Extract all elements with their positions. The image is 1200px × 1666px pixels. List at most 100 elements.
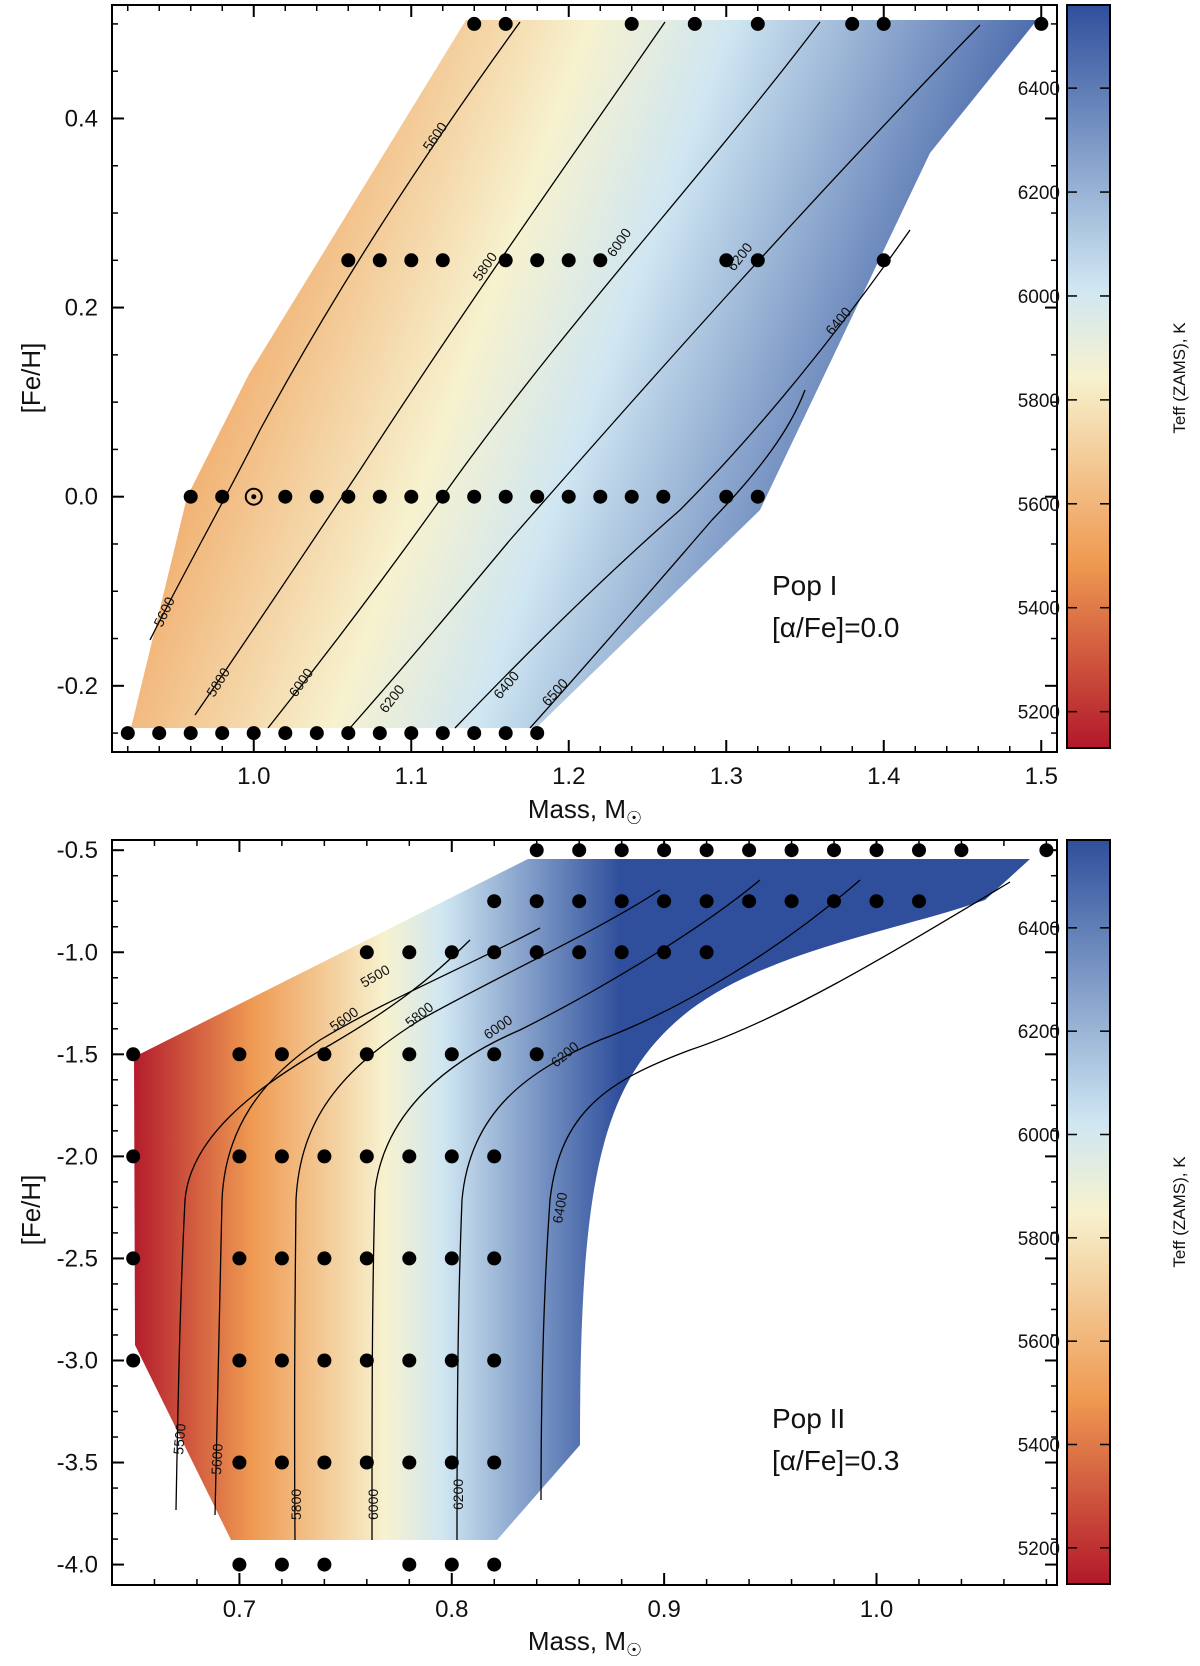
- y-tick-label: -4.0: [57, 1552, 98, 1579]
- alpha-label: [α/Fe]=0.0: [772, 612, 899, 643]
- top-y-ticks: 0.4 0.2 0.0 -0.2: [57, 23, 1057, 734]
- top-y-axis-title: [Fe/H]: [16, 343, 46, 414]
- data-point: [912, 894, 926, 909]
- data-point: [278, 489, 293, 504]
- data-point: [444, 1149, 459, 1164]
- data-point: [274, 1251, 289, 1266]
- data-point: [624, 16, 639, 31]
- x-tick-label: 1.0: [860, 1596, 893, 1623]
- y-tick-label: 0.4: [65, 105, 98, 132]
- top-colorbar: [1066, 4, 1111, 749]
- data-point: [215, 726, 230, 741]
- data-point: [487, 1455, 502, 1470]
- data-point: [444, 1353, 459, 1368]
- alpha-label: [α/Fe]=0.3: [772, 1445, 899, 1476]
- data-point: [699, 894, 714, 909]
- contour-label: 6400: [549, 1191, 570, 1225]
- bottom-y-ticks: -0.5 -1.0 -1.5 -2.0 -2.5 -3.0 -3.5 -4.0: [57, 837, 1057, 1579]
- bottom-teff-surface: [134, 859, 1030, 1540]
- data-point: [687, 16, 702, 31]
- x-tick-label: 0.8: [435, 1596, 468, 1623]
- pop-label: Pop I: [772, 570, 837, 601]
- data-point: [402, 1047, 417, 1062]
- contour-label: 5800: [288, 1489, 304, 1520]
- data-point: [614, 894, 629, 909]
- data-point: [232, 1455, 247, 1470]
- data-point: [869, 894, 884, 909]
- top-teff-surface: [131, 20, 1037, 728]
- data-point: [372, 253, 387, 268]
- bottom-data-points: [126, 843, 1054, 1572]
- data-point: [742, 894, 757, 909]
- y-tick-label: 0.0: [65, 484, 98, 511]
- data-point: [487, 1353, 502, 1368]
- data-point: [1034, 16, 1049, 31]
- data-point: [876, 16, 891, 31]
- colorbar-tick-label: 5800: [1018, 391, 1060, 412]
- contour-line: [175, 939, 471, 1511]
- contour-line: [371, 879, 761, 1541]
- data-point: [593, 253, 608, 268]
- y-tick-label: -0.2: [57, 673, 98, 700]
- data-point: [467, 489, 482, 504]
- data-point: [126, 1251, 141, 1266]
- y-tick-label: -2.5: [57, 1245, 98, 1272]
- top-colorbar-title: Teff (ZAMS), K: [1170, 322, 1189, 434]
- data-point: [750, 253, 765, 268]
- data-point: [487, 1557, 502, 1572]
- data-point: [487, 1251, 502, 1266]
- y-tick-label: -3.5: [57, 1450, 98, 1477]
- data-point: [954, 843, 969, 858]
- data-point: [530, 253, 545, 268]
- y-tick-label: -3.0: [57, 1347, 98, 1374]
- x-tick-label: 1.1: [395, 763, 428, 790]
- data-point: [152, 726, 167, 741]
- data-point: [359, 945, 374, 960]
- bottom-x-axis-title: Mass, M☉: [528, 1626, 642, 1660]
- panel-bottom: 5500 5600 5800 6000 6200 6400 5500 5600 …: [16, 837, 1189, 1660]
- data-point: [784, 894, 799, 909]
- colorbar-tick-label: 5800: [1018, 1229, 1060, 1250]
- data-point: [402, 1455, 417, 1470]
- data-point: [656, 489, 671, 504]
- data-point: [614, 843, 629, 858]
- solar-symbol-marker: [244, 487, 263, 506]
- data-point: [341, 726, 356, 741]
- data-point: [274, 1557, 289, 1572]
- contour-line: [454, 229, 911, 729]
- data-point: [699, 945, 714, 960]
- data-point: [232, 1047, 247, 1062]
- top-plot-frame: [111, 4, 1058, 753]
- data-point: [232, 1251, 247, 1266]
- contour-line: [349, 24, 981, 729]
- data-point: [561, 489, 576, 504]
- data-point: [317, 1353, 332, 1368]
- data-point: [359, 1149, 374, 1164]
- data-point: [530, 726, 545, 741]
- bottom-plot-frame: [111, 839, 1058, 1586]
- x-tick-label: 1.3: [710, 763, 743, 790]
- x-tick-label: 1.4: [867, 763, 900, 790]
- bottom-x-ticks: 0.7 0.8 0.9 1.0: [153, 840, 1048, 1623]
- data-point: [467, 726, 482, 741]
- data-point: [719, 253, 734, 268]
- data-point: [699, 843, 714, 858]
- x-tick-label: 1.2: [552, 763, 585, 790]
- colorbar-tick-label: 6000: [1018, 1126, 1060, 1147]
- data-point: [572, 894, 587, 909]
- y-tick-label: -1.0: [57, 939, 98, 966]
- data-point: [845, 16, 860, 31]
- x-tick-label: 1.5: [1025, 763, 1058, 790]
- data-point: [120, 726, 135, 741]
- data-point: [402, 1557, 417, 1572]
- data-point: [402, 1353, 417, 1368]
- data-point: [317, 1251, 332, 1266]
- data-point: [126, 1047, 141, 1062]
- data-point: [274, 1455, 289, 1470]
- bottom-colorbar-title: Teff (ZAMS), K: [1170, 1156, 1189, 1268]
- data-point: [341, 253, 356, 268]
- data-point: [402, 945, 417, 960]
- sun-subscript-symbol: ☉: [626, 808, 642, 828]
- pop-label: Pop II: [772, 1403, 845, 1434]
- data-point: [341, 489, 356, 504]
